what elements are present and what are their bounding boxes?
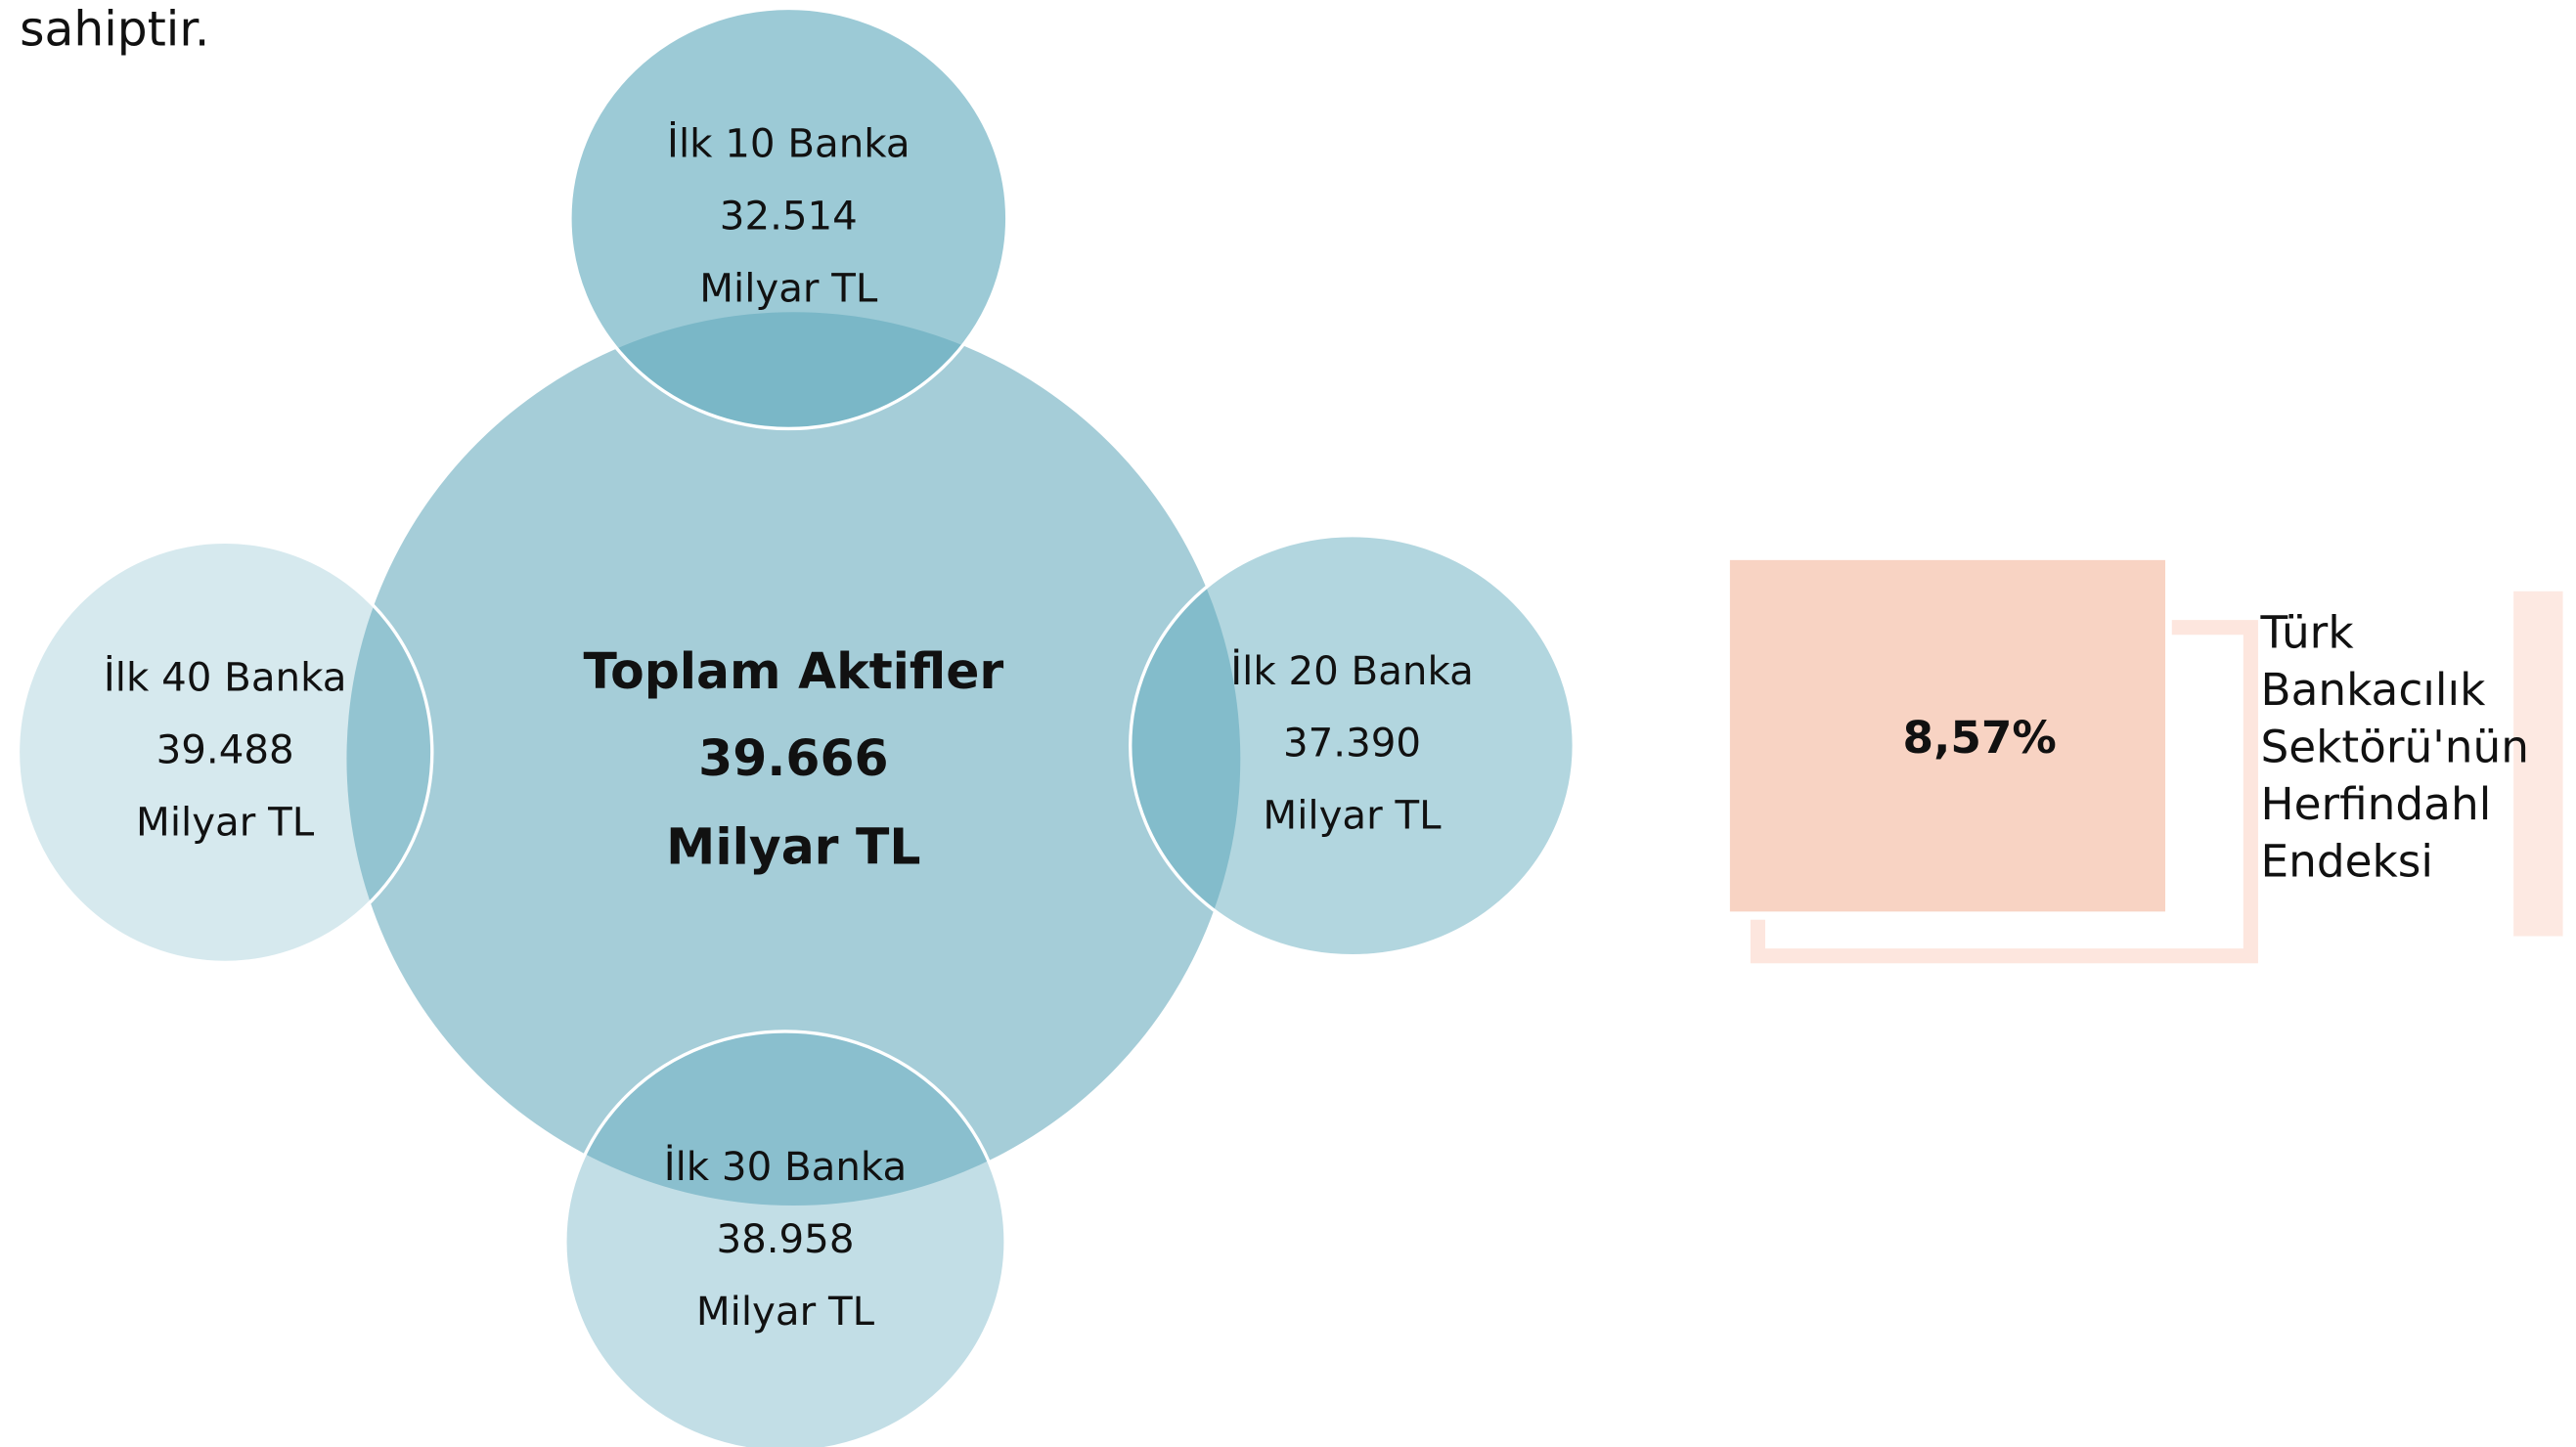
satellite-value: 32.514 bbox=[720, 193, 858, 239]
satellite-value: 39.488 bbox=[156, 726, 294, 772]
index-label-line: Endeksi bbox=[2260, 835, 2433, 887]
satellite-unit: Milyar TL bbox=[1263, 793, 1442, 839]
center-line: Milyar TL bbox=[666, 818, 920, 876]
index-label-line: Bankacılık bbox=[2260, 664, 2486, 716]
satellite-circle bbox=[563, 1030, 1007, 1447]
index-label-line: Herfindahl bbox=[2260, 778, 2491, 830]
satellite-value: 37.390 bbox=[1283, 721, 1421, 767]
index-box bbox=[1729, 559, 2166, 912]
center-line: Toplam Aktifler bbox=[583, 642, 1003, 700]
satellite-label: İlk 20 Banka bbox=[1230, 647, 1474, 694]
satellite-circle bbox=[16, 540, 434, 965]
satellite-label: İlk 10 Banka bbox=[667, 120, 910, 167]
side-bar bbox=[2513, 591, 2563, 937]
center-circle bbox=[346, 312, 1241, 1206]
satellite-label: İlk 30 Banka bbox=[664, 1143, 908, 1190]
satellite-unit: Milyar TL bbox=[696, 1289, 875, 1335]
satellite-value: 38.958 bbox=[716, 1216, 854, 1262]
index-label-line: Sektörü'nün bbox=[2260, 722, 2529, 773]
satellite-unit: Milyar TL bbox=[136, 799, 315, 845]
satellite-label: İlk 40 Banka bbox=[104, 653, 347, 700]
center-line: 39.666 bbox=[698, 729, 888, 787]
index-value: 8,57% bbox=[1903, 712, 2057, 764]
satellite-circle bbox=[568, 6, 1009, 431]
satellite-circle bbox=[1129, 533, 1576, 958]
satellite-unit: Milyar TL bbox=[699, 265, 878, 311]
box-frame bbox=[1750, 620, 2258, 964]
header-text: sahiptir. bbox=[20, 3, 209, 58]
index-label-line: Türk bbox=[2259, 607, 2354, 659]
